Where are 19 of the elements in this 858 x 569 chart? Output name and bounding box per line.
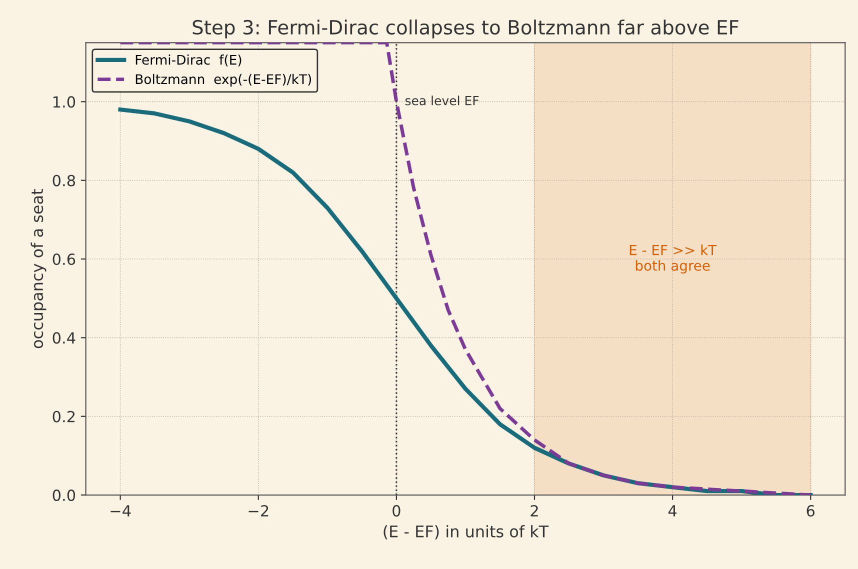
legend-label: Boltzmann exp(-(E-EF)/kT)	[136, 74, 312, 87]
y-tick-label: 0.4	[52, 332, 76, 344]
legend-label: Fermi-Dirac f(E)	[136, 54, 242, 66]
y-tick-label: 0.0	[52, 489, 76, 502]
y-tick-label: 1.0	[53, 96, 76, 108]
ref-line-label: sea level EF	[405, 96, 479, 106]
x-tick-label: 4	[668, 505, 677, 516]
y-axis-title: occupancy of a seat	[30, 189, 46, 348]
x-tick-label: 0	[392, 505, 400, 517]
y-tick-label: 0.8	[52, 174, 76, 186]
y-tick-label: 0.2	[52, 410, 75, 422]
x-tick-label: 6	[806, 505, 815, 517]
band-label: E - EF >> kT both agree	[630, 244, 717, 274]
x-tick-label: −2	[248, 505, 268, 516]
x-tick-label: 2	[530, 505, 538, 516]
x-tick-label: −4	[110, 505, 131, 516]
chart-title: Step 3: Fermi-Dirac collapses to Boltzmann far above EF	[192, 20, 738, 38]
y-tick-label: 0.6	[52, 253, 76, 266]
x-axis-title: (E - EF) in units of kT	[384, 525, 549, 540]
